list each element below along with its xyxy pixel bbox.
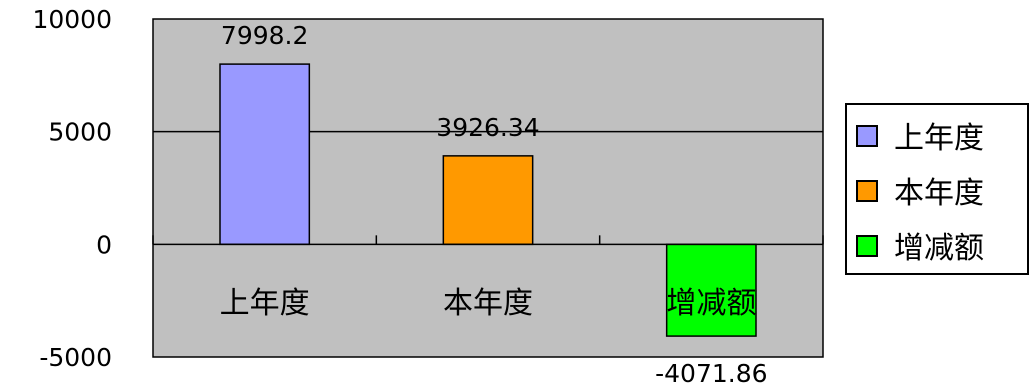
y-tick-label: 0: [96, 230, 112, 259]
category-label: 增减额: [666, 286, 756, 321]
category-label: 本年度: [443, 286, 533, 321]
category-label: 上年度: [220, 286, 310, 321]
data-label: -4071.86: [655, 359, 767, 388]
y-tick-label: 5000: [48, 118, 112, 147]
bar-2: [443, 156, 532, 244]
legend-swatch: [857, 236, 877, 256]
y-axis-ticks: -5000 0 5000 10000: [32, 5, 112, 372]
legend-label: 本年度: [894, 176, 984, 211]
legend-swatch: [857, 181, 877, 201]
legend-label: 增减额: [894, 231, 984, 266]
legend-label: 上年度: [894, 121, 984, 156]
data-label: 7998.2: [221, 21, 308, 50]
category-labels: 上年度 本年度 增减额: [220, 286, 757, 321]
data-label: 3926.34: [436, 113, 539, 142]
y-tick-label: -5000: [39, 343, 112, 372]
y-tick-label: 10000: [32, 5, 112, 34]
bar-1: [220, 64, 309, 244]
legend-swatch: [857, 126, 877, 146]
